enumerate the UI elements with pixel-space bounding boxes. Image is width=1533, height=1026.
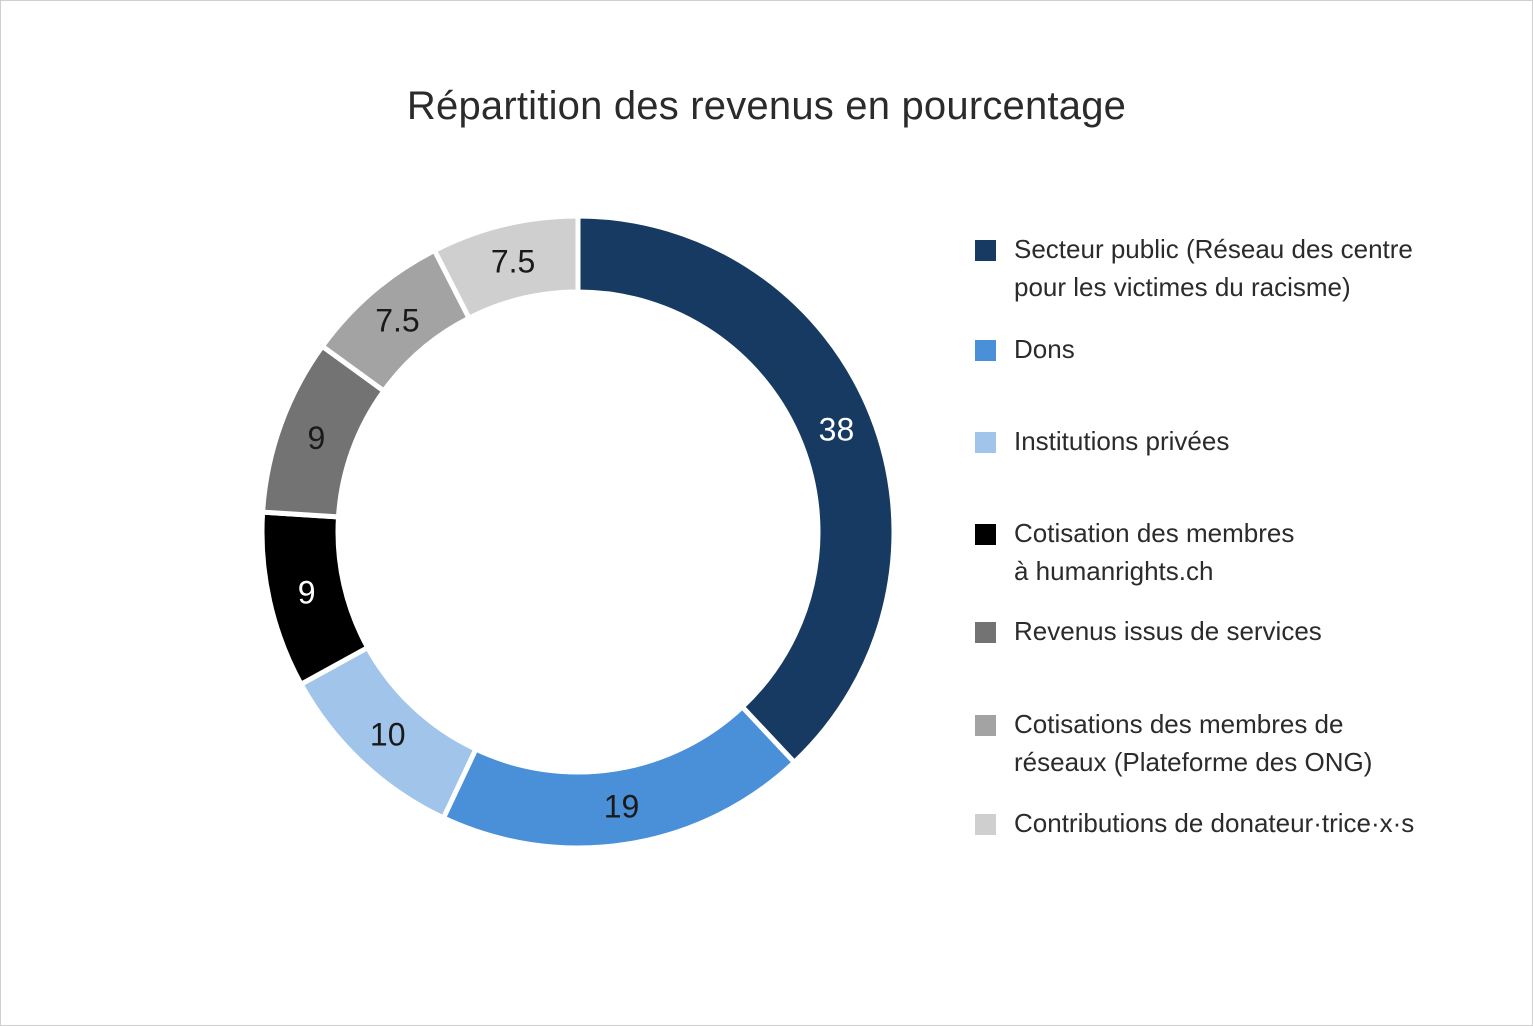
legend-label: Cotisation des membres à humanrights.ch bbox=[1014, 518, 1295, 586]
slice-value-label-2: 10 bbox=[370, 717, 406, 753]
legend-swatch bbox=[975, 814, 996, 835]
legend-item-2: Institutions privées bbox=[975, 426, 1465, 460]
legend-label: Revenus issus de services bbox=[1014, 616, 1322, 646]
slice-value-label-1: 19 bbox=[604, 789, 640, 825]
donut-slice-6 bbox=[431, 213, 581, 322]
donut-slice-0 bbox=[575, 213, 897, 766]
legend-item-0: Secteur public (Réseau des centre pour l… bbox=[975, 234, 1465, 306]
legend-swatch bbox=[975, 432, 996, 453]
legend-swatch bbox=[975, 622, 996, 643]
legend-swatch bbox=[975, 524, 996, 545]
donut-slice-1 bbox=[440, 703, 798, 851]
slice-value-label-3: 9 bbox=[298, 575, 316, 611]
legend-swatch bbox=[975, 715, 996, 736]
chart-legend: Secteur public (Réseau des centre pour l… bbox=[975, 0, 1475, 1026]
legend-label: Dons bbox=[1014, 334, 1075, 364]
slice-value-label-0: 38 bbox=[819, 412, 855, 448]
slice-value-label-4: 9 bbox=[308, 420, 326, 456]
legend-item-4: Revenus issus de services bbox=[975, 616, 1465, 650]
legend-item-3: Cotisation des membres à humanrights.ch bbox=[975, 518, 1465, 590]
legend-swatch bbox=[975, 340, 996, 361]
legend-label: Contributions de donateur·trice·x·s bbox=[1014, 808, 1415, 838]
chart-title: Répartition des revenus en pourcentage bbox=[406, 84, 1127, 128]
legend-label: Cotisations des membres de réseaux (Plat… bbox=[1014, 709, 1373, 777]
legend-item-5: Cotisations des membres de réseaux (Plat… bbox=[975, 709, 1465, 781]
legend-label: Institutions privées bbox=[1014, 426, 1230, 456]
legend-item-6: Contributions de donateur·trice·x·s bbox=[975, 808, 1465, 842]
legend-label: Secteur public (Réseau des centre pour l… bbox=[1014, 234, 1413, 302]
legend-swatch bbox=[975, 240, 996, 261]
legend-item-1: Dons bbox=[975, 334, 1465, 368]
slice-value-label-6: 7.5 bbox=[491, 244, 535, 280]
slice-value-label-5: 7.5 bbox=[375, 303, 419, 339]
